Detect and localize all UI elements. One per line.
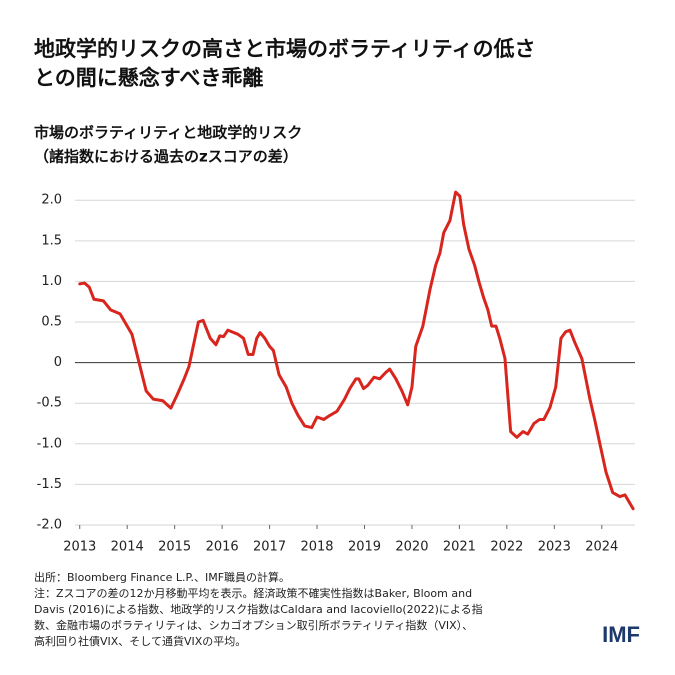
x-tick-label: 2020 (395, 540, 428, 555)
y-tick-label: -2.0 (37, 518, 62, 533)
note: 高利回り社債VIX、そして通貨VIXの平均。 (34, 634, 246, 648)
x-tick-label: 2021 (443, 540, 476, 555)
y-tick-label: 1.5 (41, 233, 62, 248)
note: Davis (2016)による指数、地政学的リスク指数はCaldara and … (34, 602, 483, 616)
note: 注：Zスコアの差の12か月移動平均を表示。経済政策不確実性指数はBaker, B… (34, 586, 472, 600)
note: 数、金融市場のボラティリティは、シカゴオプション取引所ボラティリティ指数（VIX… (34, 618, 473, 632)
note: 出所：Bloomberg Finance L.P.、IMF職員の計算。 (34, 570, 290, 584)
y-tick-label: -0.5 (37, 396, 62, 411)
chart-title: 地政学的リスクの高さと市場のボラティリティの低さ (34, 37, 535, 61)
x-tick-label: 2014 (111, 540, 144, 555)
y-tick-label: -1.0 (37, 436, 62, 451)
y-tick-label: 0 (54, 355, 62, 370)
y-tick-label: 0.5 (41, 315, 62, 330)
x-tick-label: 2023 (538, 540, 571, 555)
x-tick-label: 2018 (300, 540, 333, 555)
chart-title: との間に懸念すべき乖離 (34, 66, 263, 90)
x-tick-label: 2013 (63, 540, 96, 555)
y-tick-label: -1.5 (37, 477, 62, 492)
y-tick-label: 2.0 (41, 193, 62, 208)
x-tick-label: 2022 (490, 540, 523, 555)
data-line (78, 190, 635, 511)
x-tick-label: 2017 (253, 540, 286, 555)
x-tick-label: 2016 (206, 540, 239, 555)
y-tick-label: 1.0 (41, 274, 62, 289)
chart-subtitle: 市場のボラティリティと地政学的リスク (34, 124, 302, 142)
x-tick-label: 2024 (585, 540, 618, 555)
chart-subtitle: （諸指数における過去のzスコアの差） (34, 148, 298, 166)
x-tick-label: 2015 (158, 540, 191, 555)
logo: IMF (602, 622, 640, 647)
x-tick-label: 2019 (348, 540, 381, 555)
